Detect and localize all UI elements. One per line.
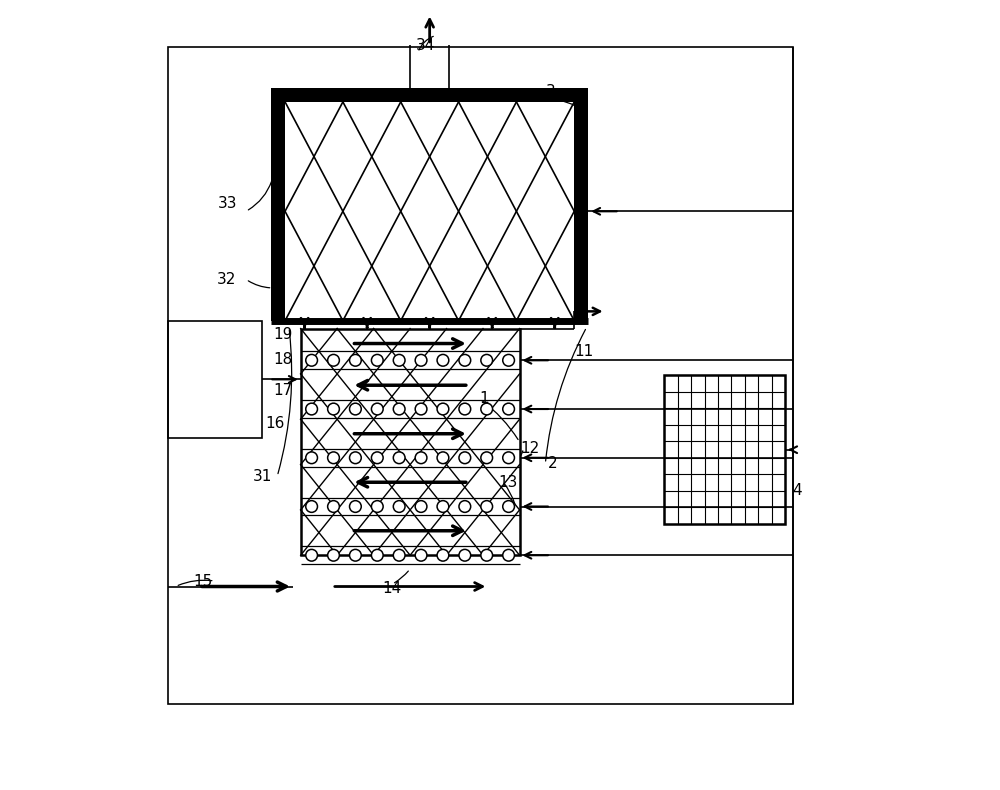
Circle shape bbox=[371, 403, 383, 415]
Text: 18: 18 bbox=[273, 352, 292, 367]
Circle shape bbox=[415, 549, 427, 561]
Circle shape bbox=[306, 549, 317, 561]
Circle shape bbox=[437, 403, 449, 415]
Text: 31: 31 bbox=[253, 468, 272, 483]
Text: 13: 13 bbox=[498, 475, 518, 490]
Text: 11: 11 bbox=[574, 344, 593, 359]
Circle shape bbox=[350, 403, 361, 415]
Circle shape bbox=[437, 549, 449, 561]
Circle shape bbox=[393, 355, 405, 366]
Bar bbox=[271, 102, 285, 321]
Circle shape bbox=[503, 549, 514, 561]
Circle shape bbox=[503, 452, 514, 464]
Circle shape bbox=[393, 403, 405, 415]
Text: 1: 1 bbox=[480, 391, 489, 406]
Circle shape bbox=[371, 549, 383, 561]
Circle shape bbox=[481, 501, 493, 513]
Text: 17: 17 bbox=[273, 383, 292, 398]
Bar bbox=[271, 88, 588, 102]
Text: 15: 15 bbox=[193, 574, 213, 589]
Circle shape bbox=[393, 501, 405, 513]
Circle shape bbox=[328, 452, 339, 464]
Circle shape bbox=[371, 452, 383, 464]
Circle shape bbox=[459, 403, 471, 415]
Circle shape bbox=[350, 501, 361, 513]
Text: 3: 3 bbox=[546, 85, 556, 100]
Circle shape bbox=[393, 452, 405, 464]
Circle shape bbox=[481, 403, 493, 415]
Circle shape bbox=[437, 355, 449, 366]
Circle shape bbox=[415, 355, 427, 366]
Text: 14: 14 bbox=[383, 581, 402, 596]
Circle shape bbox=[415, 501, 427, 513]
Circle shape bbox=[459, 549, 471, 561]
Circle shape bbox=[328, 355, 339, 366]
Circle shape bbox=[350, 452, 361, 464]
Circle shape bbox=[371, 501, 383, 513]
Circle shape bbox=[459, 355, 471, 366]
Bar bbox=[168, 321, 262, 438]
Circle shape bbox=[503, 355, 514, 366]
Circle shape bbox=[503, 403, 514, 415]
Bar bbox=[168, 47, 793, 704]
Text: 4: 4 bbox=[792, 483, 802, 498]
Circle shape bbox=[306, 452, 317, 464]
Circle shape bbox=[481, 549, 493, 561]
Bar bbox=[664, 375, 785, 524]
Circle shape bbox=[393, 549, 405, 561]
Circle shape bbox=[459, 501, 471, 513]
Circle shape bbox=[437, 452, 449, 464]
Circle shape bbox=[503, 501, 514, 513]
Text: 32: 32 bbox=[217, 272, 236, 287]
Circle shape bbox=[350, 355, 361, 366]
Text: 33: 33 bbox=[218, 196, 238, 211]
Circle shape bbox=[328, 403, 339, 415]
Text: 16: 16 bbox=[265, 416, 285, 431]
Circle shape bbox=[350, 549, 361, 561]
Circle shape bbox=[328, 501, 339, 513]
Text: 12: 12 bbox=[520, 441, 539, 456]
Circle shape bbox=[481, 452, 493, 464]
Circle shape bbox=[328, 549, 339, 561]
Circle shape bbox=[459, 452, 471, 464]
Circle shape bbox=[306, 501, 317, 513]
Circle shape bbox=[371, 355, 383, 366]
Circle shape bbox=[306, 403, 317, 415]
Circle shape bbox=[481, 355, 493, 366]
Circle shape bbox=[415, 452, 427, 464]
Text: 2: 2 bbox=[548, 457, 558, 472]
Text: 34: 34 bbox=[416, 38, 435, 53]
Bar bbox=[301, 329, 520, 555]
Circle shape bbox=[415, 403, 427, 415]
Circle shape bbox=[437, 501, 449, 513]
Circle shape bbox=[306, 355, 317, 366]
Bar bbox=[574, 102, 588, 321]
Text: 19: 19 bbox=[273, 326, 292, 341]
